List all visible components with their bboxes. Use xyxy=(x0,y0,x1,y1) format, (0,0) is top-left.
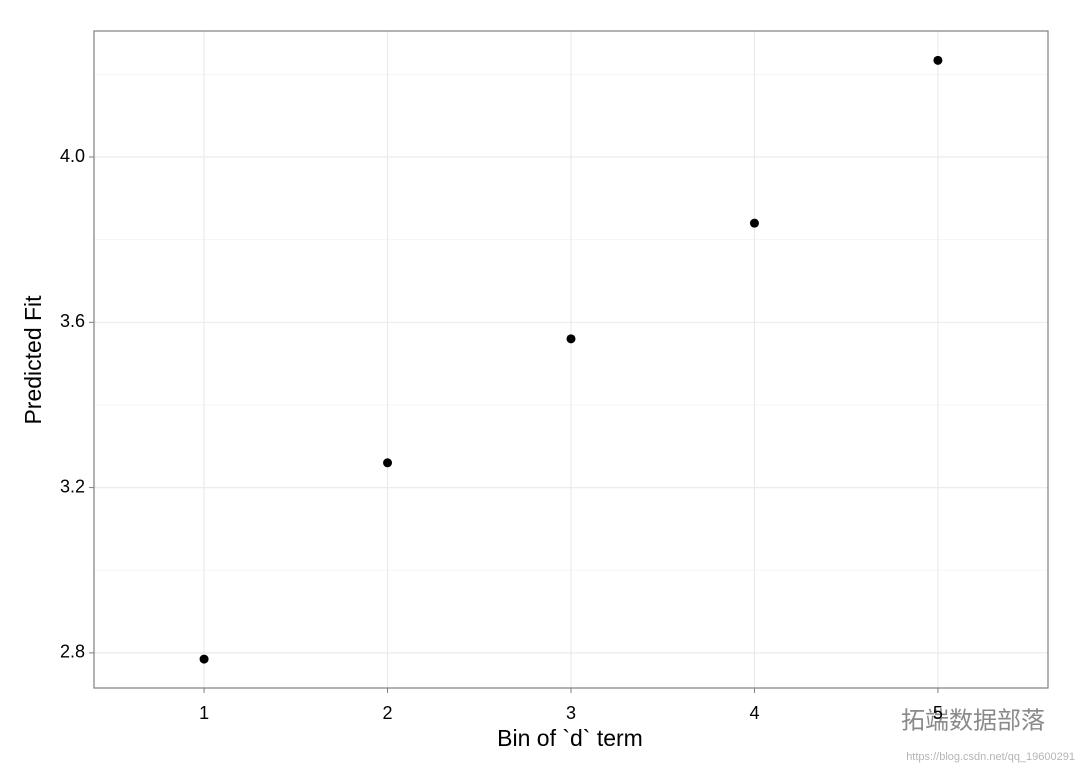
y-axis-title: Predicted Fit xyxy=(20,295,46,425)
point xyxy=(933,55,943,65)
point xyxy=(383,458,393,468)
point xyxy=(199,654,209,664)
point xyxy=(566,334,576,344)
x-axis-title: Bin of `d` term xyxy=(497,725,643,751)
x-tick-label: 4 xyxy=(749,703,759,723)
watermark-brand: 拓端数据部落 xyxy=(901,707,1045,734)
y-tick-label: 3.6 xyxy=(60,311,85,331)
point xyxy=(749,218,759,228)
watermark-url: https://blog.csdn.net/qq_19600291 xyxy=(906,751,1075,763)
x-tick-label: 3 xyxy=(566,703,576,723)
y-tick-label: 3.2 xyxy=(60,476,85,496)
grid xyxy=(94,31,1048,688)
y-tick-label: 2.8 xyxy=(60,642,85,662)
marks xyxy=(199,55,943,664)
y-tick-label: 4.0 xyxy=(60,146,85,166)
x-tick-label: 5 xyxy=(933,703,943,723)
x-tick-label: 2 xyxy=(383,703,393,723)
x-tick-label: 1 xyxy=(199,703,209,723)
